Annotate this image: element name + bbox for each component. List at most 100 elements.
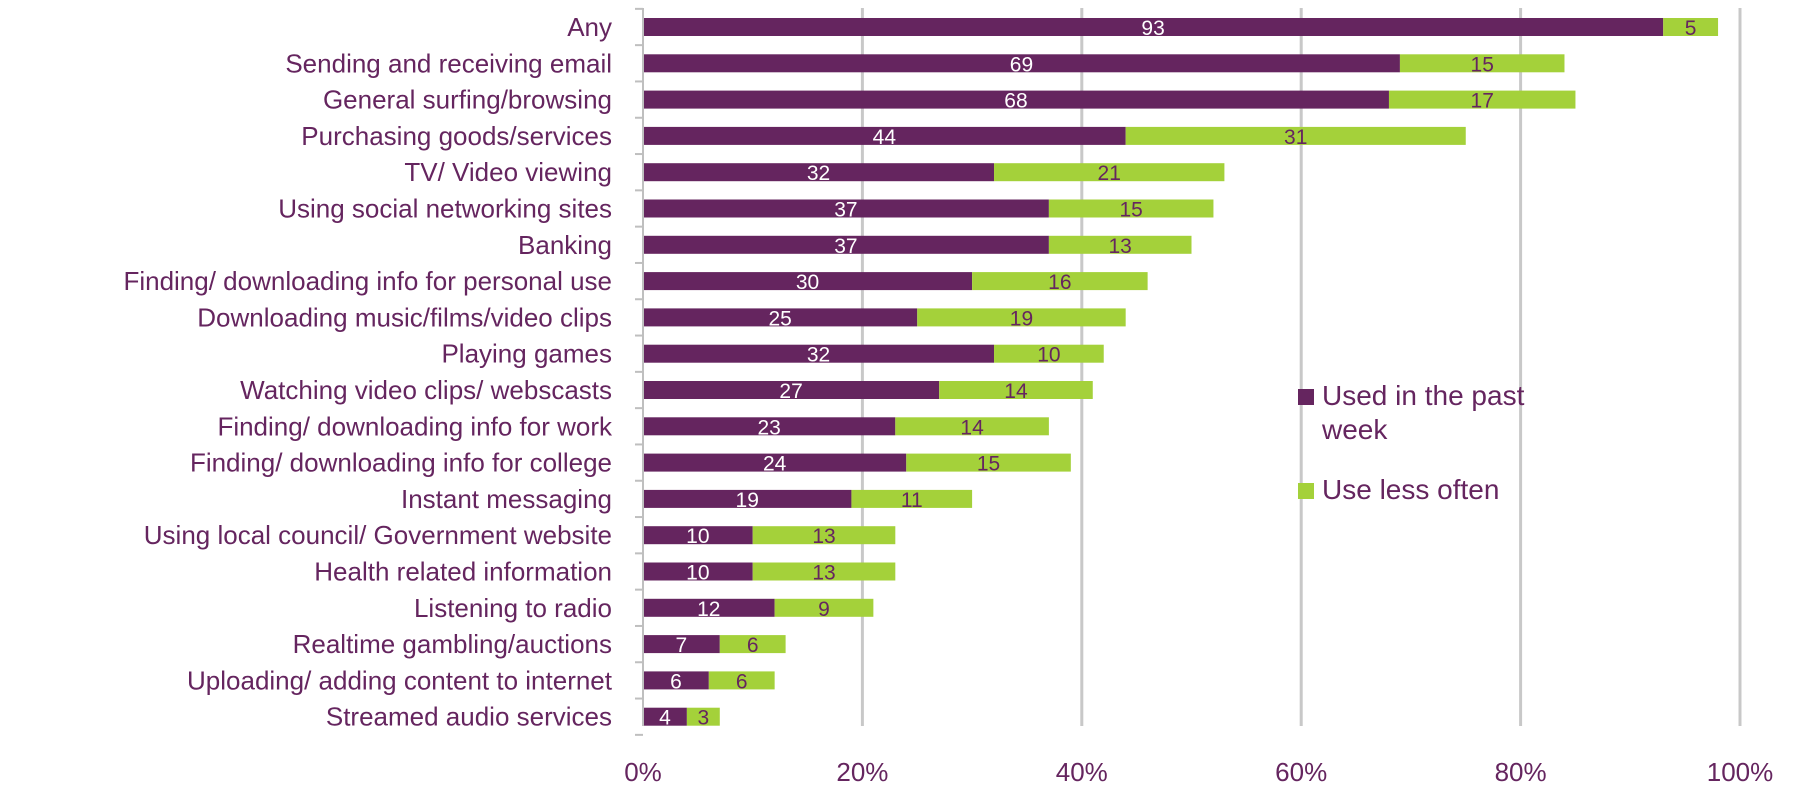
bar-used-in-the-past-week-watching-video-clips-webscasts — [643, 381, 940, 399]
bar-used-in-the-past-week-uploading-adding-content-to-internet — [643, 671, 709, 690]
data-label-use-less-often: 19 — [1010, 307, 1033, 330]
bar-used-in-the-past-week-using-local-council-government-website — [643, 526, 753, 545]
data-label-use-less-often: 15 — [1119, 199, 1142, 222]
category-label: Listening to radio — [414, 593, 612, 623]
bar-used-in-the-past-week-sending-and-receiving-email — [643, 54, 1400, 73]
x-tick-label: 80% — [1495, 757, 1547, 787]
bar-used-in-the-past-week-realtime-gambling-auctions — [643, 635, 720, 654]
legend-label-use-less-often: Use less often — [1322, 474, 1499, 505]
bar-use-less-often-watching-video-clips-webscasts — [939, 381, 1093, 399]
data-label-used-in-the-past-week: 27 — [779, 380, 802, 403]
data-label-use-less-often: 21 — [1098, 162, 1121, 185]
data-label-used-in-the-past-week: 7 — [676, 634, 688, 657]
bar-use-less-often-downloading-music-films-video-clips — [917, 308, 1126, 327]
bar-used-in-the-past-week-banking — [643, 235, 1049, 254]
bars — [643, 18, 1719, 726]
data-label-used-in-the-past-week: 10 — [686, 562, 709, 585]
category-labels: Any Sending and receiving email General su… — [123, 12, 613, 732]
bar-used-in-the-past-week-finding-downloading-info-for-personal-use — [643, 272, 973, 291]
data-label-use-less-often: 15 — [1471, 53, 1494, 76]
bar-use-less-often-health-related-information — [752, 562, 896, 581]
data-label-use-less-often: 15 — [977, 453, 1000, 476]
bar-used-in-the-past-week-downloading-music-films-video-clips — [643, 308, 918, 327]
bar-used-in-the-past-week-tv-video-viewing — [643, 163, 995, 182]
bar-used-in-the-past-week-streamed-audio-services — [643, 707, 687, 726]
data-label-used-in-the-past-week: 4 — [659, 707, 671, 730]
data-label-used-in-the-past-week: 6 — [670, 670, 682, 693]
bar-use-less-often-tv-video-viewing — [994, 163, 1225, 182]
bar-use-less-often-finding-downloading-info-for-work — [895, 417, 1049, 436]
bar-used-in-the-past-week-finding-downloading-info-for-work — [643, 417, 896, 436]
data-label-use-less-often: 11 — [901, 489, 923, 512]
x-tick-label: 100% — [1707, 757, 1774, 787]
category-label: Realtime gambling/auctions — [293, 629, 612, 659]
data-label-use-less-often: 13 — [1109, 235, 1132, 258]
data-label-used-in-the-past-week: 19 — [736, 489, 759, 512]
bar-used-in-the-past-week-listening-to-radio — [643, 598, 775, 617]
category-label: Streamed audio services — [326, 702, 612, 732]
data-label-use-less-often: 13 — [812, 525, 835, 548]
gridlines — [860, 8, 1742, 726]
legend-label-used-in-the-past-week: Used in the past week — [1321, 380, 1525, 445]
data-label-used-in-the-past-week: 44 — [873, 126, 897, 149]
data-label-use-less-often: 14 — [1004, 380, 1028, 403]
bar-use-less-often-realtime-gambling-auctions — [719, 635, 786, 654]
bar-use-less-often-any — [1663, 18, 1719, 36]
data-label-used-in-the-past-week: 32 — [807, 162, 830, 185]
category-label: Uploading/ adding content to internet — [187, 665, 613, 695]
data-label-use-less-often: 5 — [1685, 17, 1697, 40]
data-label-used-in-the-past-week: 93 — [1141, 17, 1164, 40]
category-label: Purchasing goods/services — [301, 121, 612, 151]
category-label: Playing games — [441, 339, 612, 369]
x-tick-label: 0% — [624, 757, 662, 787]
category-label: Finding/ downloading info for work — [217, 411, 613, 441]
data-label-use-less-often: 9 — [818, 598, 830, 621]
category-label: Finding/ downloading info for college — [190, 448, 612, 478]
data-label-used-in-the-past-week: 32 — [807, 344, 830, 367]
bar-use-less-often-general-surfing-browsing — [1388, 90, 1576, 109]
data-label-used-in-the-past-week: 12 — [697, 598, 720, 621]
category-label: Watching video clips/ webscasts — [240, 375, 612, 405]
bar-use-less-often-playing-games — [994, 344, 1104, 363]
bar-use-less-often-finding-downloading-info-for-personal-use — [972, 272, 1148, 291]
bar-use-less-often-listening-to-radio — [774, 598, 874, 617]
legend-swatch-used-in-the-past-week — [1298, 389, 1314, 405]
data-label-used-in-the-past-week: 25 — [768, 307, 791, 330]
category-label: Any — [567, 12, 612, 42]
bar-use-less-often-finding-downloading-info-for-college — [906, 453, 1071, 472]
data-label-use-less-often: 6 — [736, 670, 748, 693]
legend: Used in the past week Use less often — [1298, 380, 1525, 505]
x-tick-label: 60% — [1275, 757, 1327, 787]
category-label: Using social networking sites — [278, 194, 612, 224]
data-label-used-in-the-past-week: 30 — [796, 271, 819, 294]
data-label-use-less-often: 31 — [1284, 126, 1307, 149]
x-tick-label: 20% — [836, 757, 888, 787]
category-label: General surfing/browsing — [323, 85, 612, 115]
bar-use-less-often-sending-and-receiving-email — [1399, 54, 1565, 73]
data-label-used-in-the-past-week: 37 — [834, 235, 857, 258]
bar-use-less-often-uploading-adding-content-to-internet — [708, 671, 775, 690]
bar-use-less-often-purchasing-goods-services — [1125, 126, 1466, 145]
bar-use-less-often-using-social-networking-sites — [1048, 199, 1214, 218]
data-label-used-in-the-past-week: 10 — [686, 525, 709, 548]
category-label: Finding/ downloading info for personal u… — [123, 266, 612, 296]
bar-used-in-the-past-week-purchasing-goods-services — [643, 126, 1126, 145]
data-label-use-less-often: 17 — [1471, 90, 1494, 113]
category-label: Downloading music/films/video clips — [197, 302, 612, 332]
category-label: Instant messaging — [401, 484, 612, 514]
category-label: TV/ Video viewing — [404, 157, 612, 187]
data-label-use-less-often: 3 — [697, 707, 709, 730]
data-label-used-in-the-past-week: 68 — [1004, 90, 1027, 113]
data-label-used-in-the-past-week: 24 — [763, 453, 787, 476]
x-axis: 0% 20% 40% 60% 80% 100% — [624, 7, 1774, 787]
bar-used-in-the-past-week-general-surfing-browsing — [643, 90, 1389, 109]
data-label-use-less-often: 16 — [1048, 271, 1071, 294]
data-label-use-less-often: 6 — [747, 634, 759, 657]
bar-use-less-often-streamed-audio-services — [686, 707, 720, 726]
x-tick-label: 40% — [1056, 757, 1108, 787]
data-label-used-in-the-past-week: 37 — [834, 199, 857, 222]
legend-swatch-use-less-often — [1298, 483, 1314, 499]
bar-use-less-often-banking — [1048, 235, 1192, 254]
